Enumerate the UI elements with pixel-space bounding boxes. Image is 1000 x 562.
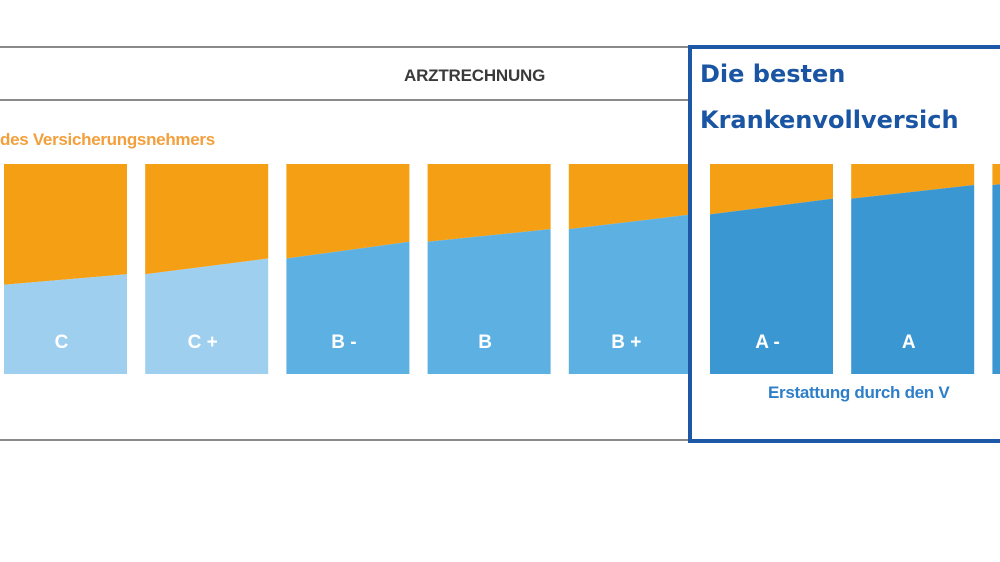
- top-rule: [0, 46, 688, 48]
- highlight-box: [688, 45, 1000, 443]
- bar-own-share-2: [145, 164, 269, 275]
- bar-own-share-3: [286, 164, 410, 259]
- bar-own-share-4: [427, 164, 551, 242]
- bottom-rule: [0, 439, 688, 441]
- bar-category-label: C: [55, 332, 69, 353]
- bar-own-share-6: [710, 164, 833, 215]
- bar-category-label: C +: [188, 332, 218, 353]
- bar-own-share-7: [851, 164, 975, 199]
- bar-reimbursement-4: [427, 229, 551, 374]
- bar-category-label: A: [902, 332, 916, 353]
- highlight-title-line1: Die besten: [700, 60, 846, 88]
- bar-own-share-8: [992, 164, 1000, 185]
- bar-own-share-1: [4, 164, 127, 285]
- orange-legend-caption: des Versicherungsnehmers: [0, 130, 215, 149]
- bar-category-label: A -: [755, 332, 780, 353]
- bar-category-label: B -: [331, 332, 356, 353]
- bar-own-share-5: [568, 164, 692, 230]
- chart-title: ARZTRECHNUNG: [404, 66, 546, 85]
- header-rule: [0, 99, 688, 101]
- bar-category-label: B: [478, 332, 492, 353]
- bar-reimbursement-1: [4, 274, 127, 374]
- bar-reimbursement-7: [851, 185, 975, 374]
- bar-reimbursement-2: [145, 258, 269, 374]
- bar-reimbursement-3: [286, 241, 410, 374]
- bar-reimbursement-5: [568, 214, 692, 374]
- bar-category-label: B +: [611, 332, 641, 353]
- blue-legend-caption: Erstattung durch den V: [768, 383, 950, 402]
- bar-reimbursement-6: [710, 198, 833, 374]
- highlight-title-line2: Krankenvollversich: [700, 106, 959, 134]
- bar-reimbursement-8: [992, 184, 1000, 374]
